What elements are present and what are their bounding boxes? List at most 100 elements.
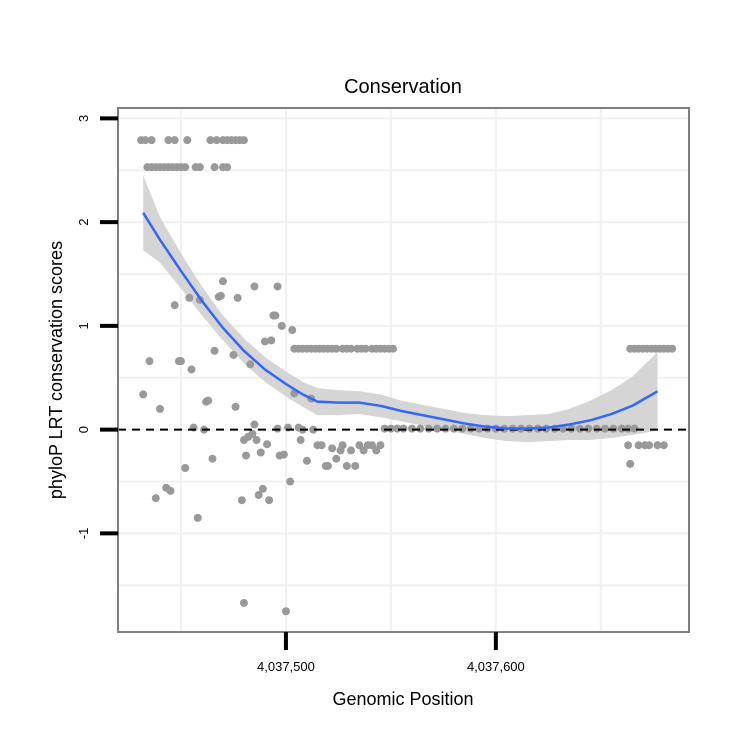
data-point: [231, 402, 240, 411]
smooth-line-layer: [142, 212, 659, 430]
data-point: [407, 424, 416, 433]
data-point: [229, 350, 238, 359]
data-point: [223, 163, 232, 172]
data-point: [181, 464, 190, 473]
data-point: [286, 477, 295, 486]
plot-panel-border: [117, 107, 690, 633]
data-point: [267, 336, 276, 345]
y-tick-label: 3: [76, 115, 91, 122]
data-point: [193, 513, 202, 522]
data-point: [347, 446, 356, 455]
data-point: [441, 424, 450, 433]
data-point: [351, 461, 360, 470]
data-point: [458, 424, 467, 433]
data-point: [296, 436, 305, 445]
data-point: [145, 357, 154, 366]
data-point: [624, 441, 633, 450]
data-point: [216, 291, 225, 300]
data-point: [277, 321, 286, 330]
data-point: [630, 424, 639, 433]
data-point: [342, 461, 351, 470]
data-point: [141, 136, 150, 145]
y-axis-label: phyloP LRT conservation scores: [46, 241, 66, 499]
data-point: [449, 424, 458, 433]
data-point: [181, 163, 190, 172]
y-axis: -1 0 1 2 3: [76, 115, 118, 539]
data-point: [273, 424, 282, 433]
data-point: [239, 136, 248, 145]
data-point: [206, 136, 215, 145]
chart-title: Conservation: [344, 76, 462, 98]
data-point: [279, 450, 288, 459]
data-point: [265, 496, 274, 505]
data-point: [252, 436, 261, 445]
data-point: [332, 454, 341, 463]
data-point: [139, 390, 148, 399]
data-point: [668, 344, 677, 353]
data-point: [659, 441, 668, 450]
data-point: [246, 360, 255, 369]
x-axis-label: Genomic Position: [332, 689, 473, 709]
data-point: [609, 424, 618, 433]
data-point: [239, 598, 248, 607]
y-tick-label: 2: [76, 219, 91, 226]
data-point: [281, 607, 290, 616]
data-point: [347, 344, 356, 353]
data-point: [645, 441, 654, 450]
y-tick-label: 1: [76, 322, 91, 329]
data-point: [187, 365, 196, 374]
data-point: [288, 326, 297, 335]
data-point: [164, 136, 173, 145]
x-axis: 4,037,500 4,037,600: [257, 632, 525, 674]
data-point: [416, 424, 425, 433]
y-tick-label: -1: [76, 528, 91, 540]
data-point: [233, 293, 242, 302]
data-point: [399, 424, 408, 433]
data-point: [317, 441, 326, 450]
data-point: [242, 451, 251, 460]
data-point: [332, 344, 341, 353]
data-point: [166, 486, 175, 495]
data-point: [250, 282, 259, 291]
data-point: [302, 456, 311, 465]
data-point: [256, 448, 265, 457]
data-point: [170, 136, 179, 145]
data-point: [195, 163, 204, 172]
data-point: [204, 396, 213, 405]
data-point: [183, 136, 192, 145]
x-tick-label: 4,037,600: [467, 659, 525, 674]
data-point: [376, 441, 385, 450]
plot-panel-background: [118, 108, 689, 632]
data-point: [210, 346, 219, 355]
data-point: [271, 311, 280, 320]
data-point: [433, 424, 442, 433]
data-point: [634, 441, 643, 450]
data-point: [147, 136, 156, 145]
data-point: [248, 429, 257, 438]
data-point: [258, 484, 267, 493]
data-point: [250, 420, 259, 429]
data-point: [210, 163, 219, 172]
data-point: [260, 337, 269, 346]
x-tick-label: 4,037,500: [257, 659, 315, 674]
data-point: [218, 277, 227, 286]
y-tick-label: 0: [76, 426, 91, 433]
data-point: [155, 404, 164, 413]
data-point: [592, 424, 601, 433]
data-point: [338, 441, 347, 450]
data-point: [323, 461, 332, 470]
data-point: [151, 494, 160, 503]
data-point: [626, 459, 635, 468]
data-point: [237, 496, 246, 505]
data-point: [361, 344, 370, 353]
data-point: [389, 344, 398, 353]
data-point: [424, 424, 433, 433]
data-point: [208, 454, 217, 463]
data-point: [176, 357, 185, 366]
data-point: [254, 491, 263, 500]
data-point: [653, 441, 662, 450]
data-point: [601, 424, 610, 433]
data-point: [273, 282, 282, 291]
data-point: [263, 440, 272, 449]
